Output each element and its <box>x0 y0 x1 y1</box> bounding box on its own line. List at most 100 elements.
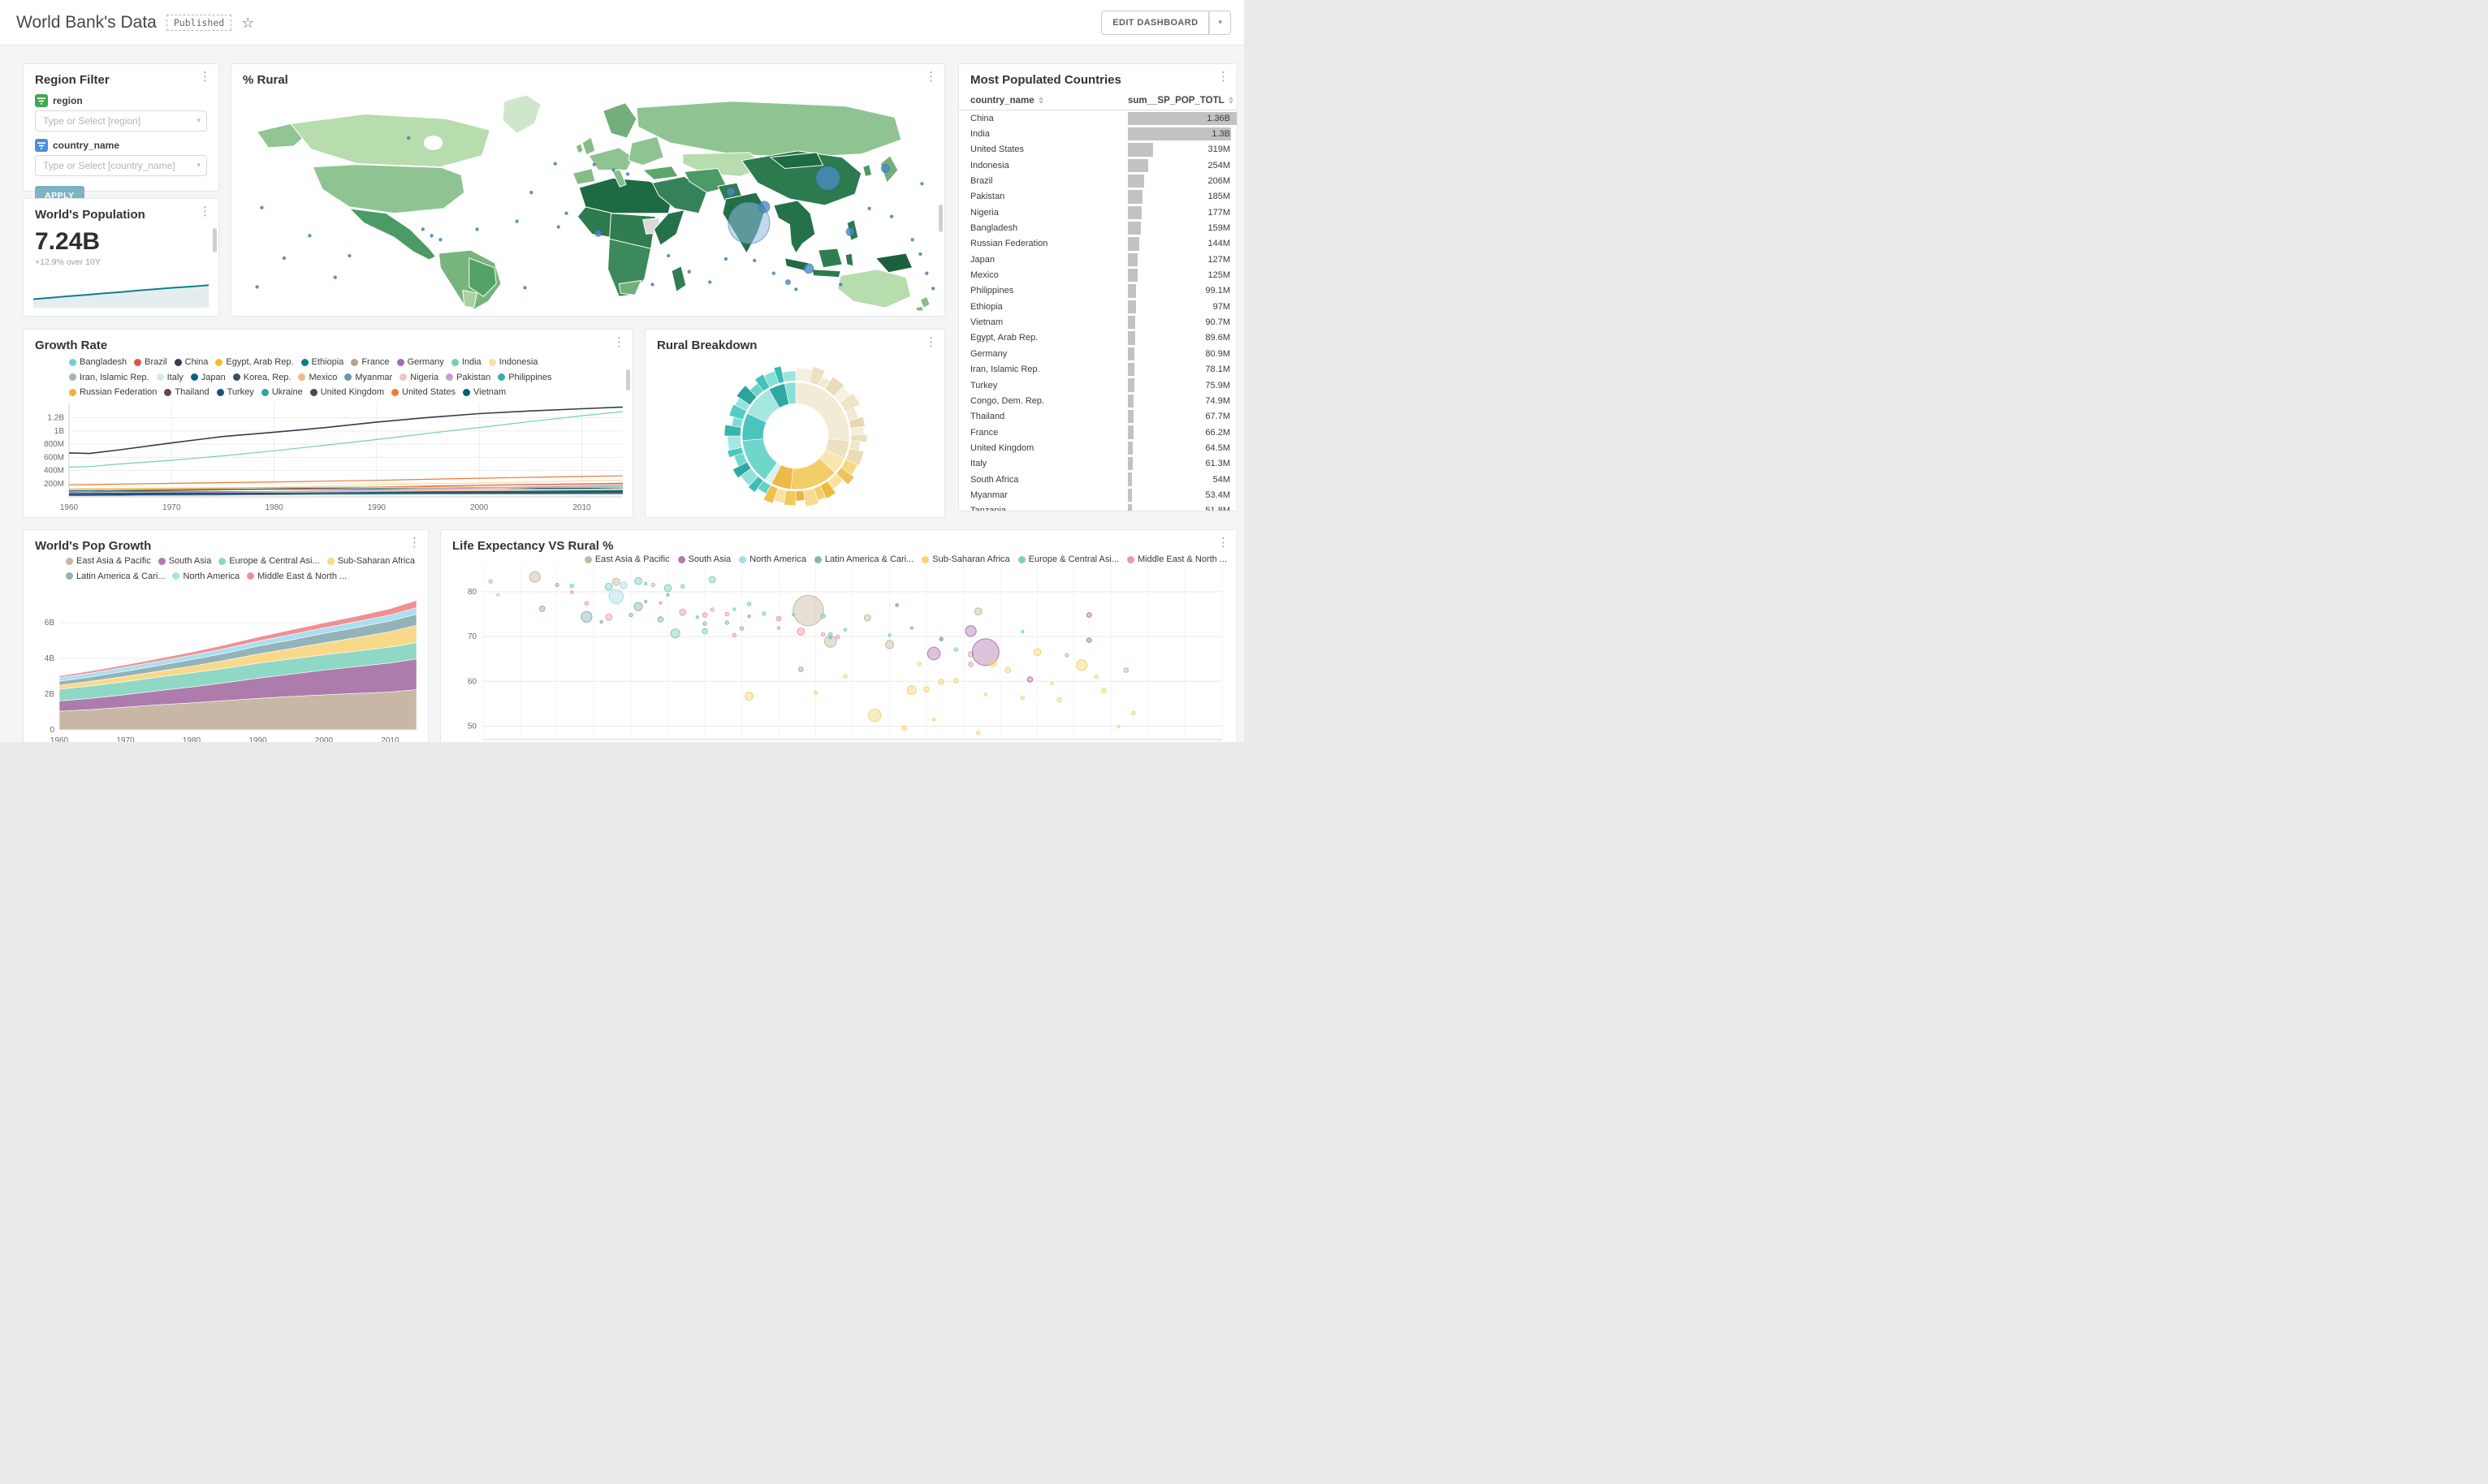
legend-item[interactable]: South Asia <box>677 554 731 564</box>
legend-swatch <box>66 558 73 565</box>
legend-item[interactable]: East Asia & Pacific <box>66 556 151 567</box>
legend-item[interactable]: Philippines <box>498 373 551 383</box>
card-title: Most Populated Countries <box>970 73 1121 87</box>
region-select-wrap: ▾ <box>35 110 207 132</box>
legend-item[interactable]: Korea, Rep. <box>232 373 291 383</box>
legend-item[interactable]: Ukraine <box>261 387 303 398</box>
legend-swatch <box>1126 555 1134 563</box>
legend-item[interactable]: United States <box>391 387 456 398</box>
legend-item[interactable]: France <box>351 357 390 368</box>
legend-item[interactable]: Mexico <box>298 373 337 383</box>
legend-item[interactable]: Italy <box>156 373 184 383</box>
legend-item[interactable]: Latin America & Cari... <box>814 554 914 564</box>
population-bar <box>1128 347 1134 360</box>
svg-text:80: 80 <box>468 588 477 597</box>
column-header-population[interactable]: sum__SP_POP_TOTL <box>1128 96 1237 106</box>
filter-field-name: region <box>53 95 83 106</box>
legend-item[interactable]: Myanmar <box>344 373 392 383</box>
card-menu-icon[interactable]: ⋮ <box>925 335 937 349</box>
legend-item[interactable]: Egypt, Arab Rep. <box>215 357 294 368</box>
legend-item[interactable]: Middle East & North ... <box>247 572 347 582</box>
population-value: 97M <box>1212 301 1230 312</box>
legend-label: Indonesia <box>499 357 538 368</box>
table-row: Philippines 99.1M <box>959 283 1237 299</box>
legend-item[interactable]: North America <box>739 554 806 564</box>
country-name-cell: Russian Federation <box>970 239 1048 249</box>
card-menu-icon[interactable]: ⋮ <box>1217 70 1229 84</box>
legend-item[interactable]: South Asia <box>158 556 211 567</box>
legend-item[interactable]: Vietnam <box>463 387 506 398</box>
scrollbar-thumb[interactable] <box>626 369 630 390</box>
country-select-input[interactable] <box>35 155 207 176</box>
svg-text:50: 50 <box>468 722 477 731</box>
region-select-input[interactable] <box>35 110 207 132</box>
legend-item[interactable]: Germany <box>396 357 444 368</box>
world-population-card: World's Population ⋮ 7.24B +12.9% over 1… <box>23 198 219 317</box>
population-bar <box>1128 378 1134 392</box>
legend-label: Philippines <box>508 372 552 382</box>
legend-item[interactable]: Brazil <box>134 357 167 368</box>
legend-item[interactable]: Thailand <box>164 387 209 398</box>
legend-label: Iran, Islamic Rep. <box>80 372 149 382</box>
life-expectancy-scatter-chart[interactable]: 0 5 10 15 20 25 30 35 40 45 50 55 60 65 70 75 80 85 90 95 10… <box>449 559 1230 742</box>
population-sparkline[interactable] <box>33 278 209 308</box>
legend-swatch <box>1017 555 1026 563</box>
world-choropleth-map[interactable] <box>238 87 939 311</box>
scrollbar-thumb[interactable] <box>939 205 943 232</box>
legend-item[interactable]: Indonesia <box>488 357 538 368</box>
legend-item[interactable]: Pakistan <box>446 373 490 383</box>
legend-item[interactable]: Nigeria <box>400 373 438 383</box>
country-name-cell: Mexico <box>970 270 999 281</box>
card-menu-icon[interactable]: ⋮ <box>613 335 625 349</box>
population-bar <box>1128 315 1135 330</box>
legend-item[interactable]: China <box>174 357 208 368</box>
card-menu-icon[interactable]: ⋮ <box>199 70 211 84</box>
card-menu-icon[interactable]: ⋮ <box>1217 536 1229 550</box>
legend-item[interactable]: Iran, Islamic Rep. <box>69 373 149 383</box>
legend-label: Mexico <box>309 372 338 382</box>
legend-item[interactable]: East Asia & Pacific <box>584 554 670 564</box>
population-bar <box>1128 472 1133 486</box>
scrollbar-thumb[interactable] <box>213 228 217 252</box>
legend-item[interactable]: Latin America & Cari... <box>66 572 165 582</box>
population-cell: 159M <box>1128 220 1237 235</box>
card-menu-icon[interactable]: ⋮ <box>925 70 937 84</box>
edit-dashboard-button[interactable]: EDIT DASHBOARD <box>1101 10 1210 35</box>
table-row: Pakistan 185M <box>959 189 1237 205</box>
rural-breakdown-sunburst[interactable] <box>646 352 946 517</box>
edit-dashboard-caret-button[interactable]: ▾ <box>1209 10 1231 35</box>
legend-item[interactable]: Bangladesh <box>69 357 127 368</box>
legend-item[interactable]: Turkey <box>216 387 254 398</box>
table-row: China 1.36B <box>959 110 1237 126</box>
population-bar <box>1128 174 1145 188</box>
column-header-country[interactable]: country_name <box>959 96 1128 106</box>
big-number-delta: +12.9% over 10Y <box>35 257 101 267</box>
legend-item[interactable]: Sub-Saharan Africa <box>922 554 1010 564</box>
svg-text:1B: 1B <box>54 427 65 436</box>
legend-item[interactable]: Ethiopia <box>300 357 343 368</box>
life-expectancy-card: Life Expectancy VS Rural % ⋮ East Asia &… <box>440 529 1238 742</box>
favorite-star-icon[interactable]: ☆ <box>241 14 255 31</box>
country-name-cell: Philippines <box>970 286 1014 296</box>
card-menu-icon[interactable]: ⋮ <box>408 536 421 550</box>
population-value: 61.3M <box>1205 459 1230 469</box>
legend-item[interactable]: India <box>451 357 482 368</box>
population-cell: 319M <box>1128 142 1237 157</box>
legend-item[interactable]: United Kingdom <box>309 387 384 398</box>
legend-item[interactable]: Japan <box>190 373 226 383</box>
legend-item[interactable]: Russian Federation <box>69 387 157 398</box>
svg-text:2010: 2010 <box>381 736 400 742</box>
legend-item[interactable]: Sub-Saharan Africa <box>326 556 415 567</box>
growth-rate-line-chart[interactable]: 1960 1970 1980 1990 2000 2010 200M 400M 600M 800M… <box>28 398 629 516</box>
table-body: China 1.36B India 1.3B United States 319M Indo… <box>959 110 1237 511</box>
legend-item[interactable]: North America <box>172 572 240 582</box>
population-bar <box>1128 221 1141 235</box>
legend-item[interactable]: Middle East & North ... <box>1126 554 1227 564</box>
population-bar <box>1128 205 1142 219</box>
population-bar <box>1128 457 1134 471</box>
card-menu-icon[interactable]: ⋮ <box>199 205 211 218</box>
pop-growth-area-chart[interactable]: 0 2B 4B 6B 1960 1970 1980 1990 2000 2010 <box>28 584 423 742</box>
legend-item[interactable]: Europe & Central Asi... <box>218 556 320 567</box>
legend-label: United States <box>402 386 456 397</box>
legend-item[interactable]: Europe & Central Asi... <box>1017 554 1119 564</box>
